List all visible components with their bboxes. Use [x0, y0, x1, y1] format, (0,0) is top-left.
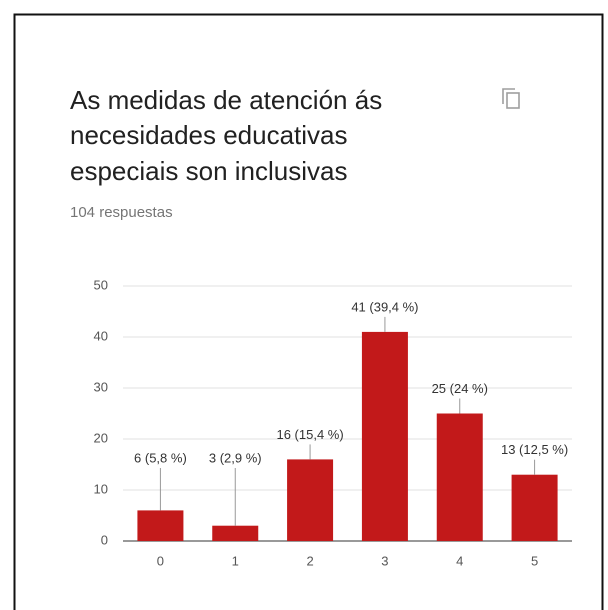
- copy-icon[interactable]: [502, 88, 520, 109]
- data-label: 13 (12,5 %): [501, 442, 568, 457]
- data-label: 6 (5,8 %): [134, 450, 187, 465]
- chart-title: As medidas de atención ás: [70, 85, 382, 115]
- x-tick-label: 2: [306, 553, 313, 568]
- x-tick-label: 0: [157, 553, 164, 568]
- y-tick-label: 50: [94, 277, 108, 292]
- data-label: 16 (15,4 %): [276, 427, 343, 442]
- y-tick-label: 20: [94, 430, 108, 445]
- x-tick-label: 4: [456, 553, 463, 568]
- bar: [212, 525, 259, 541]
- card-border: [13, 13, 604, 610]
- data-label: 3 (2,9 %): [209, 450, 262, 465]
- x-tick-label: 5: [531, 553, 538, 568]
- y-tick-label: 10: [94, 481, 108, 496]
- bar: [137, 510, 184, 541]
- y-tick-label: 40: [94, 328, 108, 343]
- bar: [287, 459, 334, 541]
- data-label: 25 (24 %): [432, 381, 488, 396]
- x-tick-label: 3: [381, 553, 388, 568]
- bar: [511, 474, 558, 541]
- bar: [361, 331, 408, 541]
- chart-title: necesidades educativas: [70, 120, 348, 150]
- y-tick-label: 30: [94, 379, 108, 394]
- bar: [436, 413, 483, 541]
- data-label: 41 (39,4 %): [351, 299, 418, 314]
- x-tick-label: 1: [232, 553, 239, 568]
- chart-title: especiais son inclusivas: [70, 156, 347, 186]
- chart-subtitle: 104 respuestas: [70, 204, 173, 221]
- y-tick-label: 0: [101, 532, 108, 547]
